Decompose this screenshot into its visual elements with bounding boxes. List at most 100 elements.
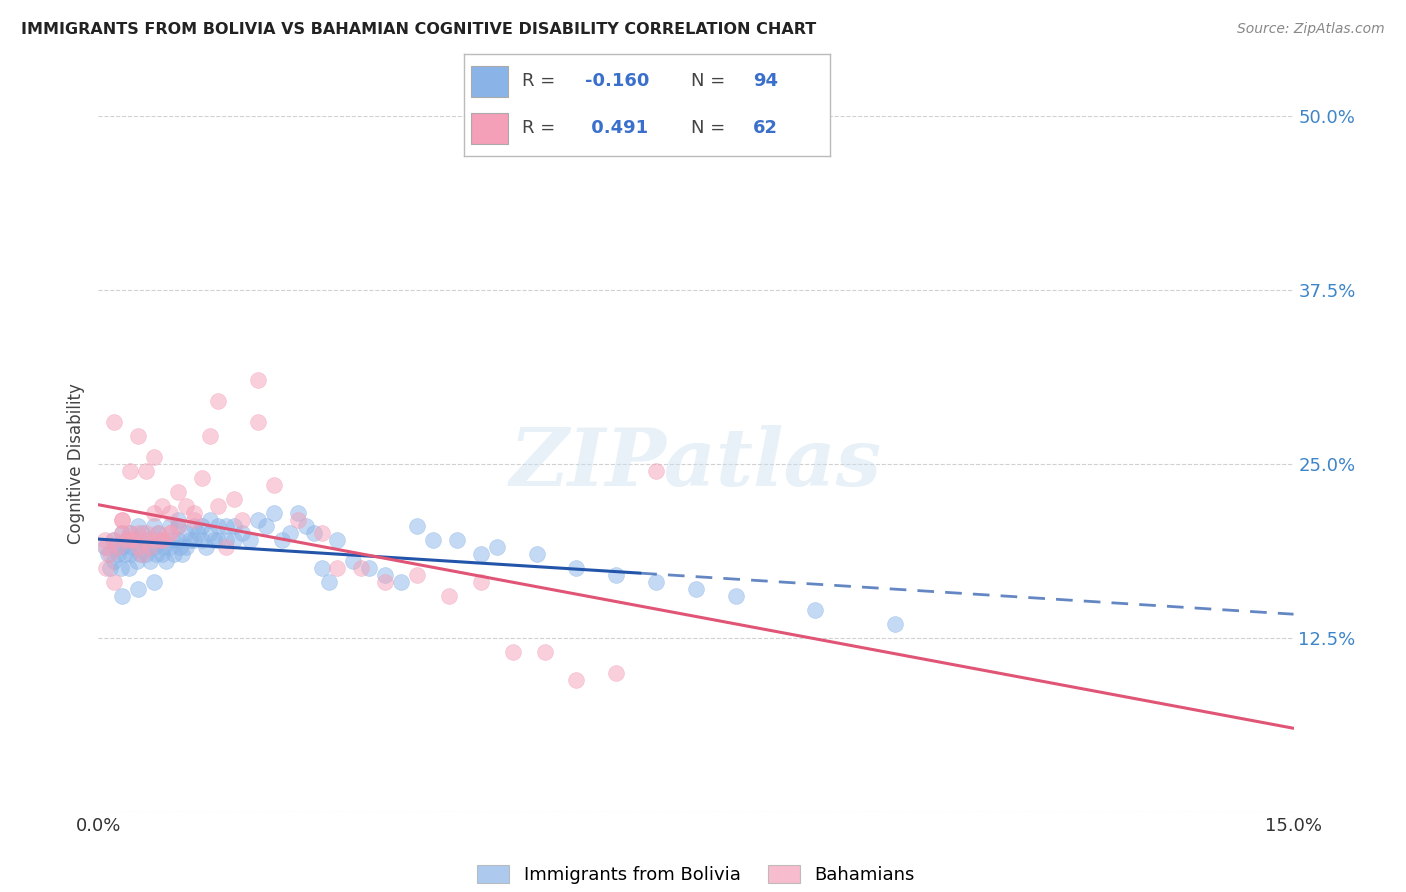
Point [645,464,668,478]
Point [103,533,125,548]
Point [174,526,197,541]
Point [120,464,142,478]
Point [150,547,173,561]
Point [98,547,122,561]
Point [135,533,157,548]
Point [311,561,333,575]
Point [121,541,143,555]
Point [167,512,190,526]
Point [111,526,134,541]
Point [115,533,138,548]
Point [120,547,142,561]
Point [526,547,548,561]
Point [231,512,253,526]
Point [128,547,150,561]
Point [318,575,340,590]
Point [174,499,197,513]
Point [645,575,668,590]
Point [110,561,132,575]
Point [191,519,214,533]
Point [470,575,492,590]
FancyBboxPatch shape [471,66,508,96]
Point [263,506,285,520]
Point [159,519,181,533]
Point [155,554,177,568]
Point [202,533,225,548]
Point [111,541,134,555]
Point [884,616,907,631]
Point [136,541,159,555]
Point [112,547,135,561]
Point [115,533,138,548]
Point [131,526,153,541]
Point [127,541,149,555]
Point [207,519,229,533]
Point [111,589,134,603]
Point [135,533,157,548]
Point [406,568,429,582]
Point [167,519,190,533]
Point [389,575,412,590]
Point [159,526,181,541]
Point [359,561,381,575]
Point [231,526,253,541]
Text: Source: ZipAtlas.com: Source: ZipAtlas.com [1237,22,1385,37]
Point [127,582,149,596]
Point [152,541,174,555]
Point [125,554,148,568]
Point [194,541,218,555]
Point [246,512,269,526]
Point [139,554,162,568]
Text: ZIPatlas: ZIPatlas [510,425,882,502]
Point [167,519,190,533]
Point [104,541,127,555]
Point [685,582,707,596]
Point [96,561,118,575]
Point [422,533,444,548]
Point [118,561,141,575]
Point [159,506,181,520]
Point [143,519,166,533]
Point [183,519,205,533]
Y-axis label: Cognitive Disability: Cognitive Disability [66,384,84,544]
Point [111,512,134,526]
Point [103,415,125,429]
Point [724,589,747,603]
Point [135,464,157,478]
Point [103,575,125,590]
Point [502,645,524,659]
Point [107,541,129,555]
Text: 94: 94 [752,72,778,90]
Point [198,512,221,526]
Point [374,575,396,590]
Point [183,533,205,548]
Point [294,519,316,533]
Text: 0.491: 0.491 [585,120,648,137]
Point [145,547,167,561]
Point [143,450,166,464]
Point [207,499,229,513]
Point [172,547,194,561]
Point [160,533,183,548]
Point [215,533,238,548]
Point [287,512,309,526]
Point [143,541,166,555]
Point [120,526,142,541]
Point [342,554,364,568]
Point [148,526,170,541]
Point [239,533,262,548]
Point [326,533,349,548]
Point [311,526,333,541]
Point [605,665,627,680]
Point [207,533,229,548]
Point [94,533,117,548]
Point [302,526,325,541]
Point [533,645,555,659]
Point [174,541,197,555]
Point [94,541,117,555]
Point [246,415,269,429]
Point [485,541,508,555]
Point [148,526,170,541]
Point [135,547,157,561]
Point [605,568,627,582]
